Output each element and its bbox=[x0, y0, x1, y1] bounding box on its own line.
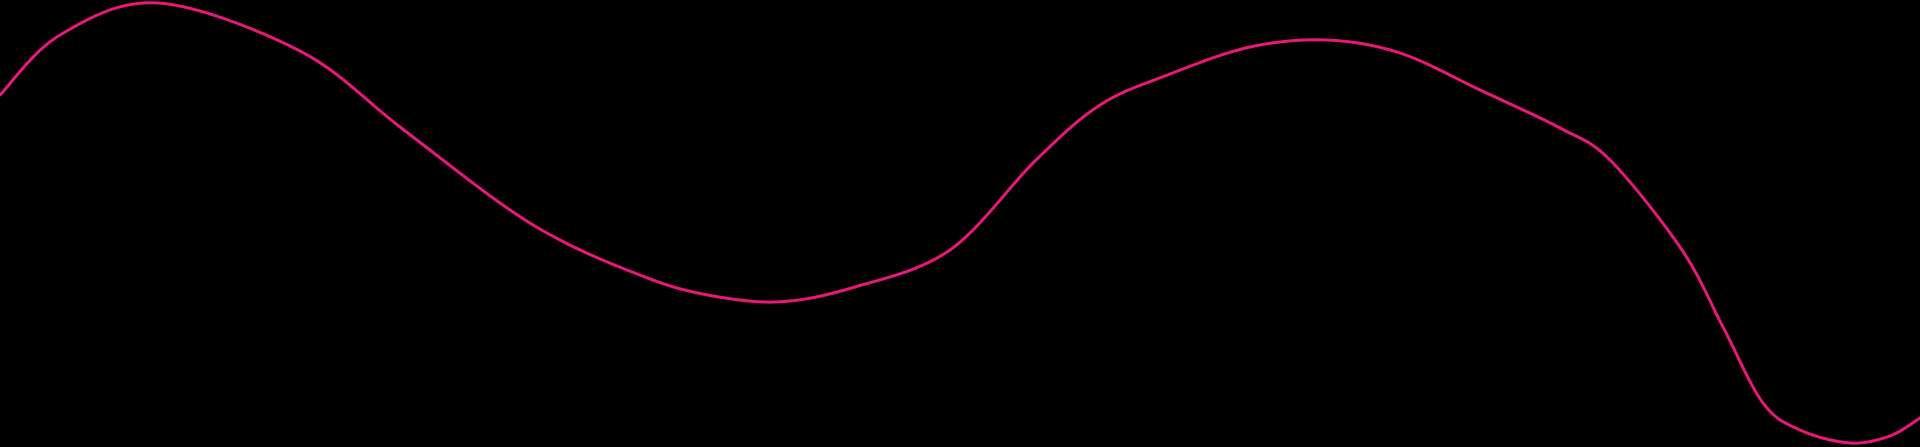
wave-svg bbox=[0, 1, 1920, 445]
black-canvas bbox=[0, 1, 1920, 445]
pink-wave-curve bbox=[0, 1, 1920, 445]
